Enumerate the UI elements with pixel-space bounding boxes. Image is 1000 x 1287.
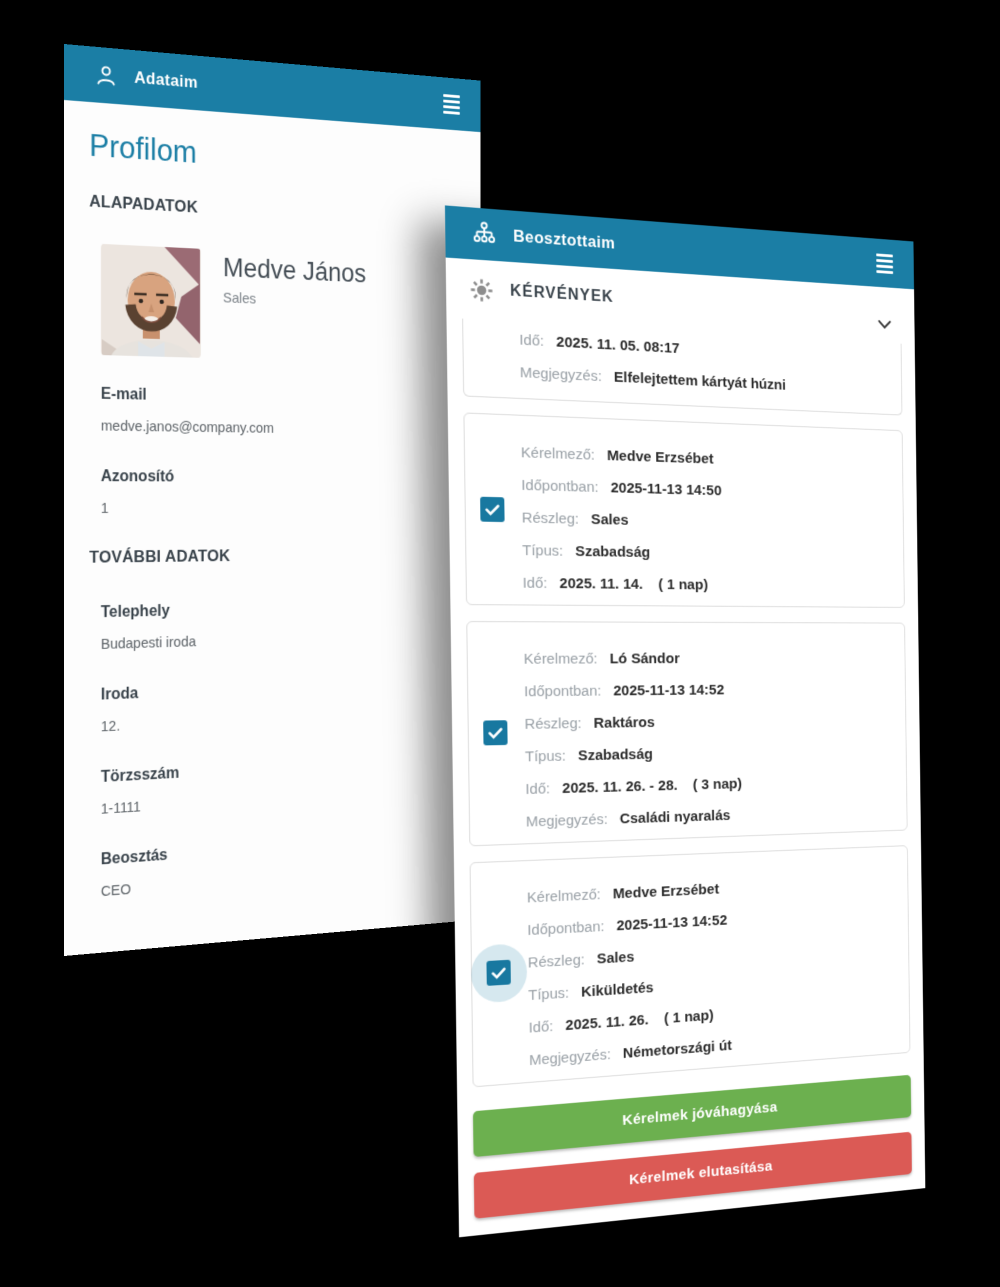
row-label: Típus: <box>522 542 564 560</box>
menu-icon[interactable] <box>439 89 464 120</box>
avatar <box>100 243 201 358</box>
request-checkbox[interactable] <box>480 496 505 522</box>
row-value: Ló Sándor <box>609 650 680 668</box>
row-value: Családi nyaralás <box>619 807 731 828</box>
row-label: Típus: <box>528 984 570 1005</box>
row-value: 2025. 11. 14. <box>559 575 643 593</box>
field-value: Budapesti iroda <box>100 634 197 653</box>
row-label: Időpontban: <box>521 477 599 496</box>
row-duration: ( 3 nap) <box>692 775 743 794</box>
org-chart-icon <box>471 219 499 249</box>
appbar-title: Adataim <box>134 68 199 92</box>
field-label: Törzsszám <box>100 764 180 786</box>
row-label: Típus: <box>524 747 566 766</box>
row-value: Medve Erzsébet <box>606 447 714 468</box>
row-label: Részleg: <box>527 951 585 972</box>
row-label: Idő: <box>525 780 551 798</box>
profile-summary: Medve János Sales <box>100 243 459 365</box>
adataim-screen: Adataim Profilom ALAPADATOK <box>64 44 481 956</box>
row-value: 2025. 11. 26. - 28. <box>562 777 678 797</box>
adataim-appbar: Adataim <box>64 44 481 133</box>
row-value: Szabadság <box>575 543 651 561</box>
kervenyek-section-header[interactable]: KÉRVÉNYEK <box>446 258 915 345</box>
request-checkbox[interactable] <box>483 720 508 746</box>
section-title-basic: ALAPADATOK <box>89 192 198 217</box>
row-label: Kérelmező: <box>526 886 601 907</box>
field-email: E-mail medve.janos@company.com <box>101 385 459 440</box>
checkmark-icon <box>489 963 508 983</box>
row-value: Elfelejtettem kártyát húzni <box>613 368 787 394</box>
field-torzsszam: Törzsszám 1-1111 <box>101 749 459 818</box>
field-telephely: Telephely Budapesti iroda <box>101 596 459 654</box>
field-label: Azonosító <box>100 468 175 486</box>
row-label: Megjegyzés: <box>525 811 608 831</box>
row-duration: ( 1 nap) <box>663 1007 714 1027</box>
row-value: 2025. 11. 26. <box>565 1011 649 1034</box>
field-value: medve.janos@company.com <box>100 418 274 437</box>
row-label: Megjegyzés: <box>529 1046 611 1070</box>
checkmark-icon <box>483 499 502 518</box>
row-label: Megjegyzés: <box>519 364 602 385</box>
request-card: Kérelmező: Ló Sándor Időpontban: 2025-11-1… <box>466 621 908 847</box>
row-value: Kiküldetés <box>581 979 654 1001</box>
row-value: Szabadság <box>577 746 653 765</box>
person-icon <box>93 61 119 90</box>
row-label: Részleg: <box>521 509 579 528</box>
field-beosztas: Beosztás CEO <box>101 826 459 901</box>
row-label: Kérelmező: <box>520 444 596 464</box>
row-value: 2025-11-13 14:52 <box>613 681 725 700</box>
profile-role: Sales <box>222 290 257 308</box>
row-value: Sales <box>596 948 635 968</box>
field-value: 12. <box>100 718 121 736</box>
appbar-title: Beosztottaim <box>513 226 616 253</box>
field-label: Telephely <box>100 602 170 622</box>
request-list: Idő: 2025. 11. 05. 08:17 Megjegyzés: Elfel… <box>446 318 923 1089</box>
row-value: Németországi út <box>622 1037 732 1062</box>
row-label: Részleg: <box>524 715 582 733</box>
row-value: Raktáros <box>593 714 655 732</box>
request-checkbox[interactable] <box>486 959 511 986</box>
row-label: Idő: <box>519 331 545 350</box>
row-value: 2025. 11. 05. 08:17 <box>556 333 680 357</box>
field-iroda: Iroda 12. <box>101 673 459 737</box>
section-title-more: TOVÁBBI ADATOK <box>89 547 231 567</box>
request-card: Kérelmező: Medve Erzsébet Időpontban: 2025… <box>463 412 905 608</box>
row-value: Sales <box>590 511 629 529</box>
row-value: Medve Erzsébet <box>612 881 720 903</box>
row-label: Időpontban: <box>524 682 602 701</box>
sun-icon <box>469 277 494 303</box>
row-value: 2025-11-13 14:50 <box>610 479 722 500</box>
row-label: Kérelmező: <box>523 650 598 668</box>
field-azonosito: Azonosító 1 <box>101 467 459 518</box>
chevron-down-icon[interactable] <box>873 311 897 338</box>
profile-content: Profilom ALAPADATOK <box>64 126 481 904</box>
menu-icon[interactable] <box>872 248 897 278</box>
row-label: Idő: <box>528 1018 554 1037</box>
row-value: 2025-11-13 14:52 <box>616 912 728 935</box>
row-duration: ( 1 nap) <box>658 576 709 594</box>
field-label: Iroda <box>100 685 139 704</box>
beosztottaim-screen: Beosztottaim KÉRVÉNYEK <box>444 205 926 1238</box>
row-label: Idő: <box>522 574 548 592</box>
field-value: 1-1111 <box>100 799 141 818</box>
field-value: 1 <box>100 500 109 517</box>
request-card: Kérelmező: Medve Erzsébet Időpontban: 2025… <box>469 845 911 1088</box>
field-label: E-mail <box>100 385 147 404</box>
profile-name: Medve János <box>222 252 367 289</box>
checkmark-icon <box>486 723 505 742</box>
kervenyek-title: KÉRVÉNYEK <box>510 282 614 306</box>
page-title: Profilom <box>89 127 197 170</box>
row-label: Időpontban: <box>527 918 605 939</box>
